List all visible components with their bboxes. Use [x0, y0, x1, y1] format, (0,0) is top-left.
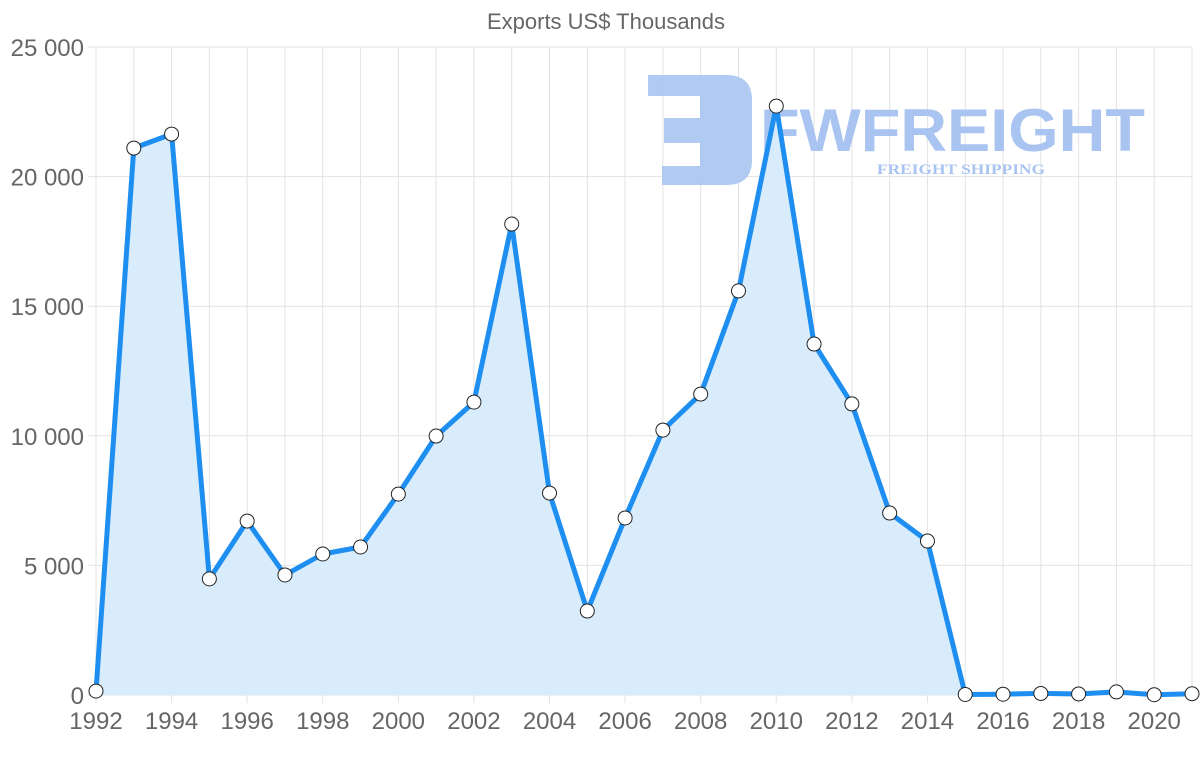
data-point-2021[interactable]: [1184, 686, 1200, 702]
data-point-2006[interactable]: [617, 510, 633, 526]
data-point-2016[interactable]: [995, 686, 1011, 702]
data-point-2014[interactable]: [919, 533, 935, 549]
x-tick-label: 1998: [296, 708, 349, 735]
chart-title: Exports US$ Thousands: [487, 9, 725, 34]
x-axis-ticks: 1992 1994 1996 1998 2000 2002 2004 2006 2008 2010…: [69, 708, 1181, 735]
data-point-2004[interactable]: [542, 485, 558, 501]
data-point-1997[interactable]: [277, 567, 293, 583]
watermark-tagline: FREIGHT SHIPPING: [877, 162, 1045, 178]
data-point-2019[interactable]: [1108, 684, 1124, 700]
series-area-fill: [96, 106, 1192, 696]
y-axis-ticks: 0 5 000 10 000 15 000 20 000 25 000: [11, 35, 84, 710]
x-tick-label: 2012: [825, 708, 878, 735]
x-tick-label: 2014: [901, 708, 954, 735]
data-point-2020[interactable]: [1146, 687, 1162, 703]
data-point-1995[interactable]: [201, 571, 217, 587]
data-point-1992[interactable]: [88, 683, 104, 699]
series-points: [88, 98, 1200, 703]
data-point-2009[interactable]: [730, 283, 746, 299]
x-tick-label: 1996: [220, 708, 273, 735]
fwfreight-logo-icon: [648, 75, 752, 185]
data-point-2003[interactable]: [504, 216, 520, 232]
data-point-2002[interactable]: [466, 394, 482, 410]
y-tick-label: 0: [71, 683, 84, 710]
y-tick-label: 5 000: [24, 553, 84, 580]
y-tick-label: 20 000: [11, 165, 84, 192]
data-point-2015[interactable]: [957, 686, 973, 702]
data-point-2017[interactable]: [1033, 685, 1049, 701]
data-point-1999[interactable]: [353, 539, 369, 555]
data-point-2001[interactable]: [428, 428, 444, 444]
data-point-2007[interactable]: [655, 422, 671, 438]
data-point-1993[interactable]: [126, 140, 142, 156]
data-point-2018[interactable]: [1071, 686, 1087, 702]
watermark-brand: FWFREIGHT: [760, 97, 1145, 164]
x-tick-label: 1992: [69, 708, 122, 735]
data-point-2011[interactable]: [806, 336, 822, 352]
data-point-2005[interactable]: [579, 603, 595, 619]
x-tick-label: 2002: [447, 708, 500, 735]
data-point-1998[interactable]: [315, 546, 331, 562]
x-tick-label: 2020: [1128, 708, 1181, 735]
data-point-1996[interactable]: [239, 513, 255, 529]
x-tick-label: 1994: [145, 708, 198, 735]
y-tick-label: 10 000: [11, 424, 84, 451]
x-tick-label: 2016: [976, 708, 1029, 735]
y-tick-label: 25 000: [11, 35, 84, 62]
x-tick-label: 2008: [674, 708, 727, 735]
x-tick-label: 2010: [750, 708, 803, 735]
fwfreight-watermark: FWFREIGHT FREIGHT SHIPPING: [648, 75, 1145, 185]
x-tick-label: 2000: [372, 708, 425, 735]
data-point-2010[interactable]: [768, 98, 784, 114]
data-point-2012[interactable]: [844, 396, 860, 412]
data-point-2008[interactable]: [693, 386, 709, 402]
y-tick-label: 15 000: [11, 294, 84, 321]
x-tick-label: 2006: [598, 708, 651, 735]
x-tick-label: 2004: [523, 708, 576, 735]
data-point-2000[interactable]: [390, 486, 406, 502]
data-point-1994[interactable]: [164, 126, 180, 142]
data-point-2013[interactable]: [882, 505, 898, 521]
x-tick-label: 2018: [1052, 708, 1105, 735]
